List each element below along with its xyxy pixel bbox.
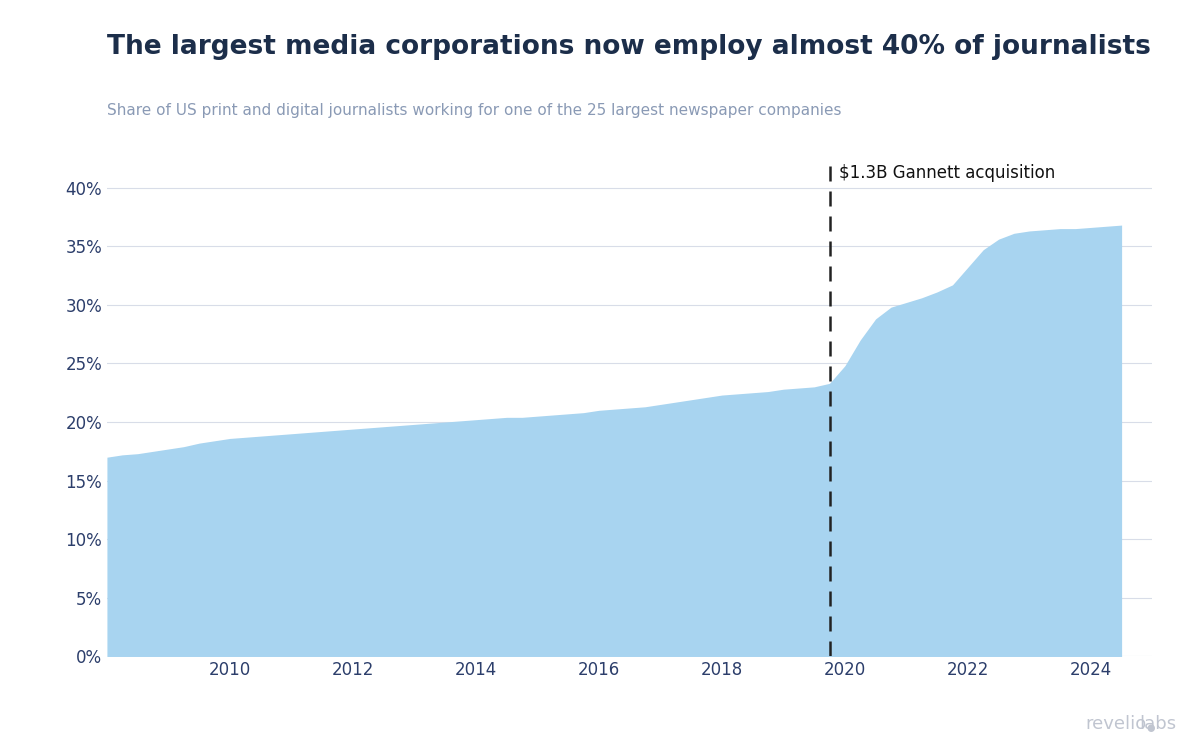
Text: $1.3B Gannett acquisition: $1.3B Gannett acquisition xyxy=(839,163,1055,182)
Text: The largest media corporations now employ almost 40% of journalists: The largest media corporations now emplo… xyxy=(107,34,1151,60)
Text: labs: labs xyxy=(1139,715,1176,733)
Text: revelio: revelio xyxy=(1085,715,1146,733)
Text: ●: ● xyxy=(1146,723,1155,733)
Text: Share of US print and digital journalists working for one of the 25 largest news: Share of US print and digital journalist… xyxy=(107,103,841,118)
